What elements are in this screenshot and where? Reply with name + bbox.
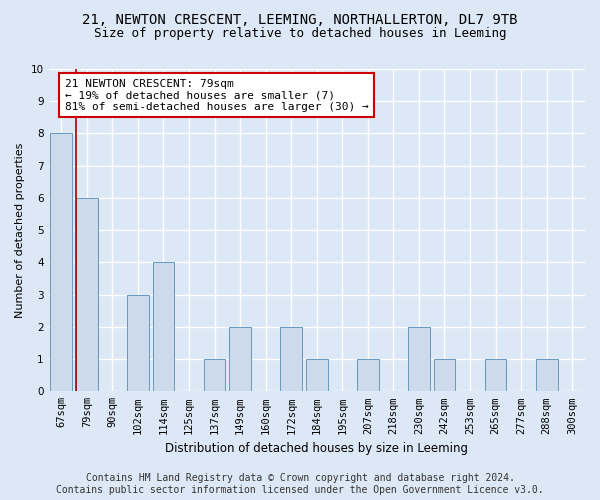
- Bar: [536, 359, 557, 392]
- Text: 21, NEWTON CRESCENT, LEEMING, NORTHALLERTON, DL7 9TB: 21, NEWTON CRESCENT, LEEMING, NORTHALLER…: [82, 12, 518, 26]
- Bar: [204, 359, 226, 392]
- Bar: [306, 359, 328, 392]
- Bar: [152, 262, 175, 392]
- Text: Contains HM Land Registry data © Crown copyright and database right 2024.
Contai: Contains HM Land Registry data © Crown c…: [56, 474, 544, 495]
- X-axis label: Distribution of detached houses by size in Leeming: Distribution of detached houses by size …: [165, 442, 468, 455]
- Bar: [280, 327, 302, 392]
- Y-axis label: Number of detached properties: Number of detached properties: [15, 142, 25, 318]
- Bar: [127, 294, 149, 392]
- Bar: [357, 359, 379, 392]
- Text: 21 NEWTON CRESCENT: 79sqm
← 19% of detached houses are smaller (7)
81% of semi-d: 21 NEWTON CRESCENT: 79sqm ← 19% of detac…: [65, 78, 368, 112]
- Bar: [229, 327, 251, 392]
- Bar: [50, 134, 72, 392]
- Bar: [408, 327, 430, 392]
- Text: Size of property relative to detached houses in Leeming: Size of property relative to detached ho…: [94, 28, 506, 40]
- Bar: [76, 198, 98, 392]
- Bar: [434, 359, 455, 392]
- Bar: [485, 359, 506, 392]
